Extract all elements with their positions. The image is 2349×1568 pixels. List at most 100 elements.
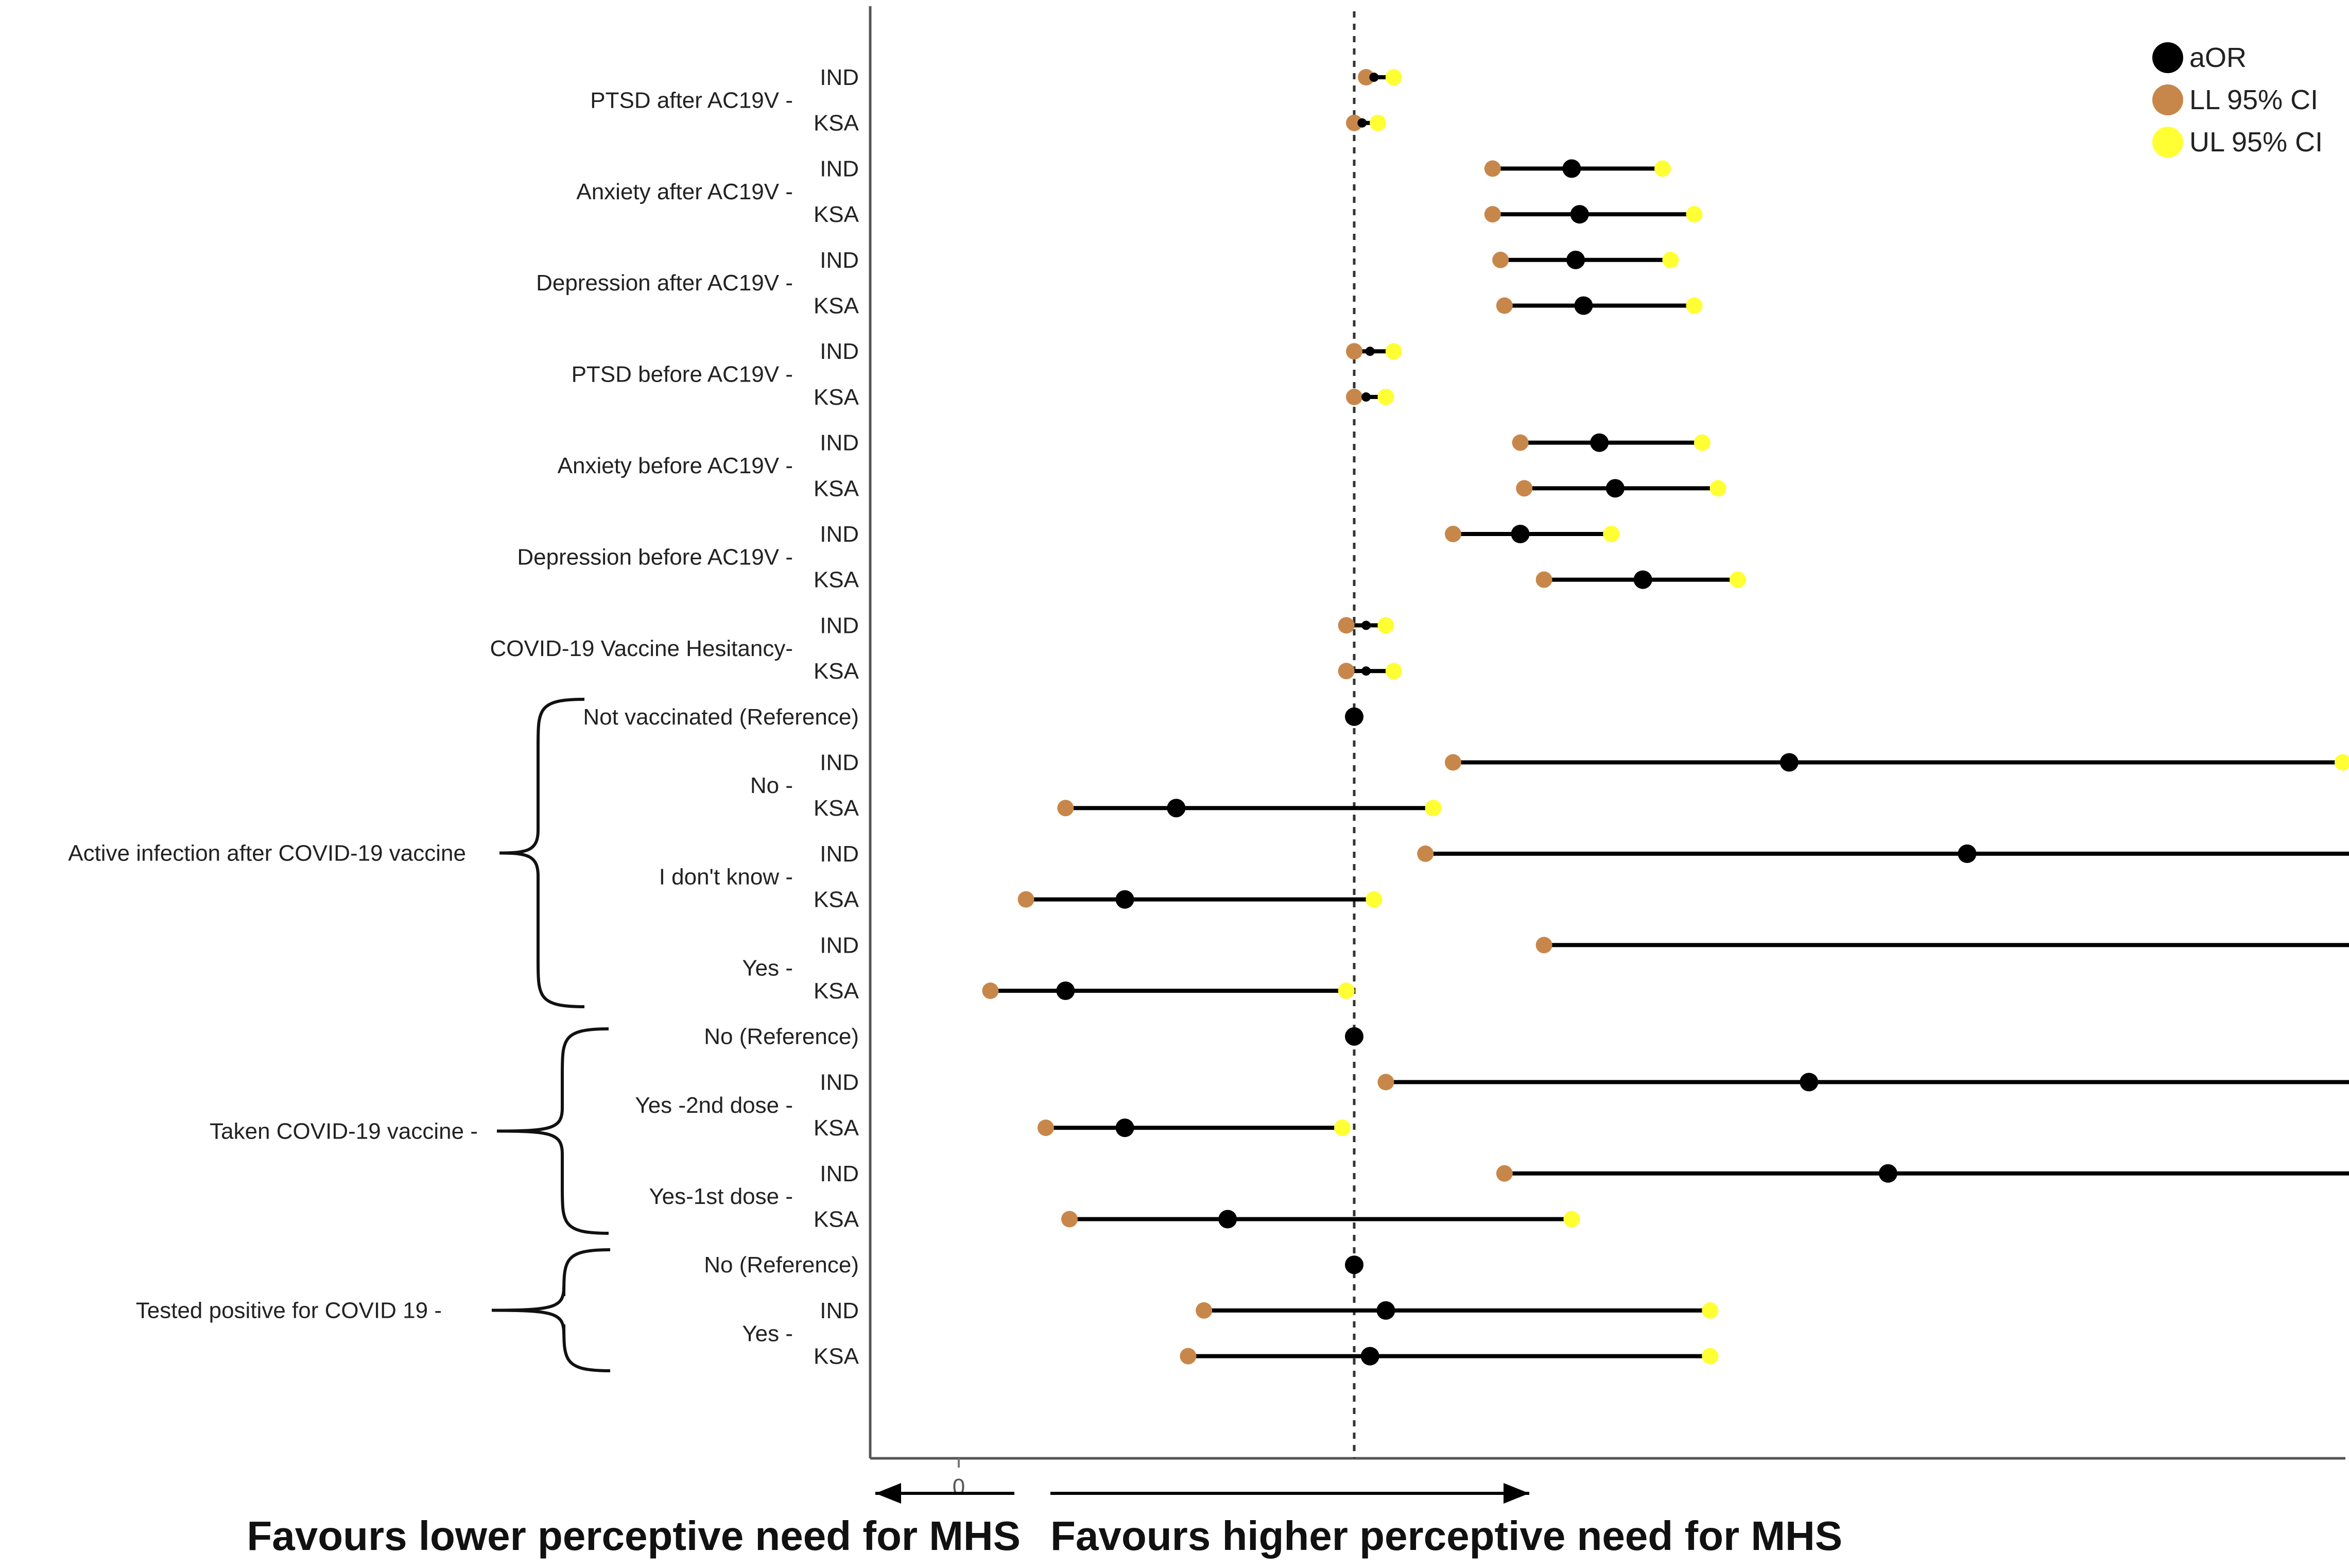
ll-point bbox=[1445, 526, 1461, 542]
subgroup-label: KSA bbox=[814, 567, 859, 593]
aor-point bbox=[1369, 73, 1379, 82]
aor-point bbox=[1365, 347, 1375, 356]
ll-point bbox=[1346, 343, 1362, 360]
reference-label: No (Reference) bbox=[704, 1024, 859, 1049]
subgroup-label: IND bbox=[820, 339, 859, 364]
aor-point bbox=[1361, 392, 1371, 402]
ll-point bbox=[1346, 388, 1362, 405]
subgroup-label: KSA bbox=[814, 1344, 859, 1369]
ll-point bbox=[1017, 891, 1034, 908]
group-label: Anxiety before AC19V - bbox=[558, 453, 793, 478]
subgroup-label: IND bbox=[820, 430, 859, 456]
ll-point bbox=[1484, 206, 1501, 223]
aor-point bbox=[1115, 1118, 1134, 1138]
ul-point bbox=[1729, 571, 1746, 588]
ll-point bbox=[1196, 1302, 1213, 1319]
aor-point bbox=[1167, 799, 1186, 818]
aor-point bbox=[1361, 621, 1371, 630]
subgroup-label: KSA bbox=[814, 1207, 859, 1232]
ul-point bbox=[1662, 251, 1679, 268]
subgroup-label: IND bbox=[820, 841, 859, 867]
subgroup-label: KSA bbox=[814, 978, 859, 1004]
aor-point bbox=[1566, 250, 1585, 269]
ul-point bbox=[1377, 617, 1394, 634]
aor-point bbox=[1056, 981, 1075, 1000]
aor-point bbox=[1800, 1073, 1819, 1092]
aor-point bbox=[1562, 159, 1581, 178]
ul-point bbox=[2335, 754, 2349, 771]
brace-group-label: Active infection after COVID-19 vaccine bbox=[68, 841, 466, 866]
aor-point bbox=[1357, 118, 1367, 128]
subgroup-label: IND bbox=[820, 65, 859, 90]
group-brace bbox=[491, 1248, 611, 1372]
ul-point bbox=[1385, 343, 1402, 360]
ll-point bbox=[1535, 937, 1552, 954]
aor-point bbox=[1361, 666, 1371, 676]
aor-point bbox=[1570, 205, 1589, 224]
group-label: COVID-19 Vaccine Hesitancy- bbox=[490, 636, 793, 661]
aor-point bbox=[1574, 296, 1593, 315]
group-label: PTSD after AC19V - bbox=[590, 88, 793, 113]
aor-point bbox=[1590, 433, 1609, 452]
ll-point bbox=[1037, 1119, 1054, 1136]
aor-point bbox=[1115, 890, 1134, 909]
subgroup-label: IND bbox=[820, 248, 859, 273]
aor-point bbox=[1780, 753, 1799, 772]
legend-label-ul: UL 95% CI bbox=[2189, 127, 2323, 158]
ul-point bbox=[1334, 1119, 1351, 1136]
ul-point bbox=[1377, 388, 1394, 405]
subgroup-label: KSA bbox=[814, 476, 859, 501]
group-label: I don't know - bbox=[659, 864, 793, 889]
ll-point bbox=[1061, 1211, 1078, 1228]
aor-point bbox=[1958, 844, 1977, 863]
aor-point bbox=[1376, 1301, 1395, 1320]
footer-left-caption: Favours lower perceptive need for MHS bbox=[247, 1513, 1021, 1559]
aor-point bbox=[1511, 525, 1530, 543]
group-label: Depression before AC19V - bbox=[517, 544, 793, 570]
legend-swatch-ll bbox=[2152, 84, 2183, 115]
legend-label-aor: aOR bbox=[2189, 42, 2247, 73]
subgroup-label: KSA bbox=[814, 796, 859, 821]
subgroup-label: KSA bbox=[814, 111, 859, 136]
ll-point bbox=[1338, 663, 1355, 680]
ll-point bbox=[1338, 617, 1355, 634]
subgroup-label: IND bbox=[820, 1070, 859, 1095]
ul-point bbox=[1702, 1302, 1719, 1319]
group-label: PTSD before AC19V - bbox=[572, 362, 793, 387]
aor-point bbox=[1218, 1210, 1237, 1229]
group-label: Yes - bbox=[742, 956, 793, 981]
ul-point bbox=[1694, 434, 1711, 451]
aor-point bbox=[1878, 1164, 1897, 1183]
ul-point bbox=[1425, 800, 1442, 817]
group-label: Depression after AC19V - bbox=[536, 270, 793, 296]
ll-point bbox=[1358, 69, 1375, 85]
subgroup-label: KSA bbox=[814, 1115, 859, 1141]
group-label: Yes-1st dose - bbox=[649, 1184, 793, 1209]
ul-point bbox=[1563, 1211, 1580, 1228]
subgroup-label: KSA bbox=[814, 294, 859, 319]
ll-point bbox=[1496, 1165, 1513, 1182]
ul-point bbox=[1385, 663, 1402, 680]
aor-point bbox=[1345, 707, 1363, 726]
subgroup-label: IND bbox=[820, 522, 859, 547]
x-tick-label: 0 bbox=[953, 1474, 965, 1500]
ll-point bbox=[1180, 1348, 1197, 1365]
brace-group-label: Tested positive for COVID 19 - bbox=[136, 1298, 442, 1323]
ll-point bbox=[1535, 571, 1552, 588]
ll-point bbox=[1492, 251, 1509, 268]
ll-point bbox=[982, 983, 999, 999]
ul-point bbox=[1686, 297, 1703, 314]
legend-swatch-aor bbox=[2152, 42, 2183, 73]
subgroup-label: IND bbox=[820, 613, 859, 638]
subgroup-label: IND bbox=[820, 156, 859, 181]
subgroup-label: KSA bbox=[814, 887, 859, 912]
footer-right-caption: Favours higher perceptive need for MHS bbox=[1050, 1513, 1842, 1559]
ll-point bbox=[1484, 160, 1501, 177]
subgroup-label: IND bbox=[820, 1161, 859, 1186]
subgroup-label: IND bbox=[820, 1298, 859, 1323]
aor-point bbox=[1345, 1255, 1363, 1274]
arrow-right-head bbox=[1504, 1483, 1529, 1504]
arrow-left-head bbox=[875, 1483, 901, 1504]
subgroup-label: KSA bbox=[814, 385, 859, 410]
group-label: Yes -2nd dose - bbox=[635, 1093, 793, 1118]
